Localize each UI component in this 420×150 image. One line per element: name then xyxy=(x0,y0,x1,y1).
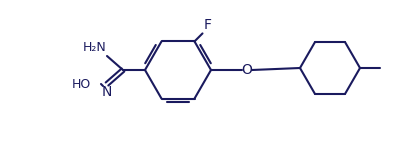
Text: HO: HO xyxy=(72,78,91,90)
Text: O: O xyxy=(241,63,252,77)
Text: F: F xyxy=(204,18,212,32)
Text: N: N xyxy=(102,85,112,99)
Text: H₂N: H₂N xyxy=(82,41,106,54)
